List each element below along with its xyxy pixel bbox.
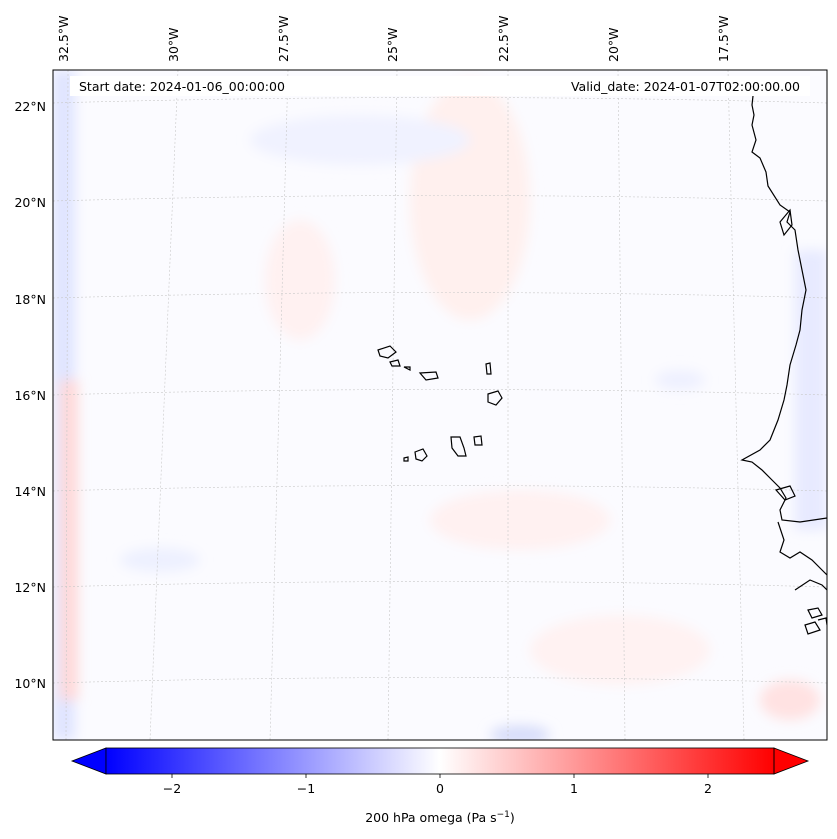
colorbar-tick-label: −1 <box>297 781 315 796</box>
colorbar-label-close: ) <box>510 810 515 825</box>
longitude-labels: 32.5°W 30°W 27.5°W 25°W 22.5°W 20°W 17.5… <box>56 16 731 62</box>
latitude-labels: 22°N 20°N 18°N 16°N 14°N 12°N 10°N <box>14 99 46 691</box>
colorbar-tick-labels: −2 −1 0 1 2 <box>163 781 712 796</box>
coastline <box>794 579 827 635</box>
field-patch <box>490 725 550 740</box>
lat-label: 10°N <box>14 676 46 691</box>
lon-label: 27.5°W <box>276 16 291 62</box>
field-patch <box>120 548 200 572</box>
colorbar-label-superscript: −1 <box>497 810 510 820</box>
colorbar-gradient <box>106 748 774 774</box>
lon-label: 32.5°W <box>56 16 71 62</box>
island <box>389 359 401 367</box>
coastline <box>779 208 793 237</box>
colorbar-tickmarks <box>171 774 709 778</box>
start-date-label: Start date: 2024-01-06_00:00:00 <box>79 79 285 94</box>
coastline <box>740 77 827 523</box>
field-patch <box>265 220 335 340</box>
map-frame <box>52 69 828 741</box>
colorbar-tick-label: −2 <box>163 781 181 796</box>
field-patch <box>795 250 827 530</box>
lat-label: 18°N <box>14 292 46 307</box>
field-patch <box>760 680 820 720</box>
colorbar-label: 200 hPa omega (Pa s−1) <box>365 810 515 825</box>
colorbar: −2 −1 0 1 2 200 hPa omega (Pa s−1) <box>70 747 810 825</box>
island <box>418 371 439 381</box>
valid-date-label: Valid_date: 2024-01-07T02:00:00.00 <box>571 79 800 94</box>
field-patch <box>410 80 530 320</box>
coastline <box>774 485 796 501</box>
island <box>487 390 503 406</box>
field-patch <box>530 615 710 685</box>
lat-label: 12°N <box>14 580 46 595</box>
lon-label: 30°W <box>166 27 181 62</box>
field-patch <box>430 490 610 550</box>
lon-label: 22.5°W <box>496 16 511 62</box>
field-patch <box>60 380 78 700</box>
omega-field <box>53 70 827 740</box>
island <box>414 448 428 462</box>
island <box>485 362 492 375</box>
map-panel: Start date: 2024-01-06_00:00:00 Valid_da… <box>53 70 827 740</box>
colorbar-max-extension <box>773 747 810 775</box>
lat-label: 16°N <box>14 388 46 403</box>
colorbar-min-extension <box>70 747 107 775</box>
island <box>473 435 483 446</box>
lat-label: 20°N <box>14 195 46 210</box>
island <box>403 366 411 371</box>
lat-label: 22°N <box>14 99 46 114</box>
lat-label: 14°N <box>14 484 46 499</box>
field-patch <box>250 115 470 165</box>
date-banner <box>70 76 810 96</box>
colorbar-tick-label: 0 <box>436 781 444 796</box>
lon-label: 17.5°W <box>716 16 731 62</box>
island <box>403 456 409 462</box>
colorbar-tick-label: 2 <box>704 781 712 796</box>
island <box>450 436 467 457</box>
lon-label: 25°W <box>385 27 400 62</box>
colorbar-tick-label: 1 <box>570 781 578 796</box>
colorbar-label-main: 200 hPa omega (Pa s <box>365 810 496 825</box>
lon-label: 20°W <box>606 27 621 62</box>
field-patch <box>655 370 705 390</box>
island <box>377 345 397 359</box>
coastline <box>777 521 827 576</box>
cape-verde-islands <box>377 345 503 462</box>
